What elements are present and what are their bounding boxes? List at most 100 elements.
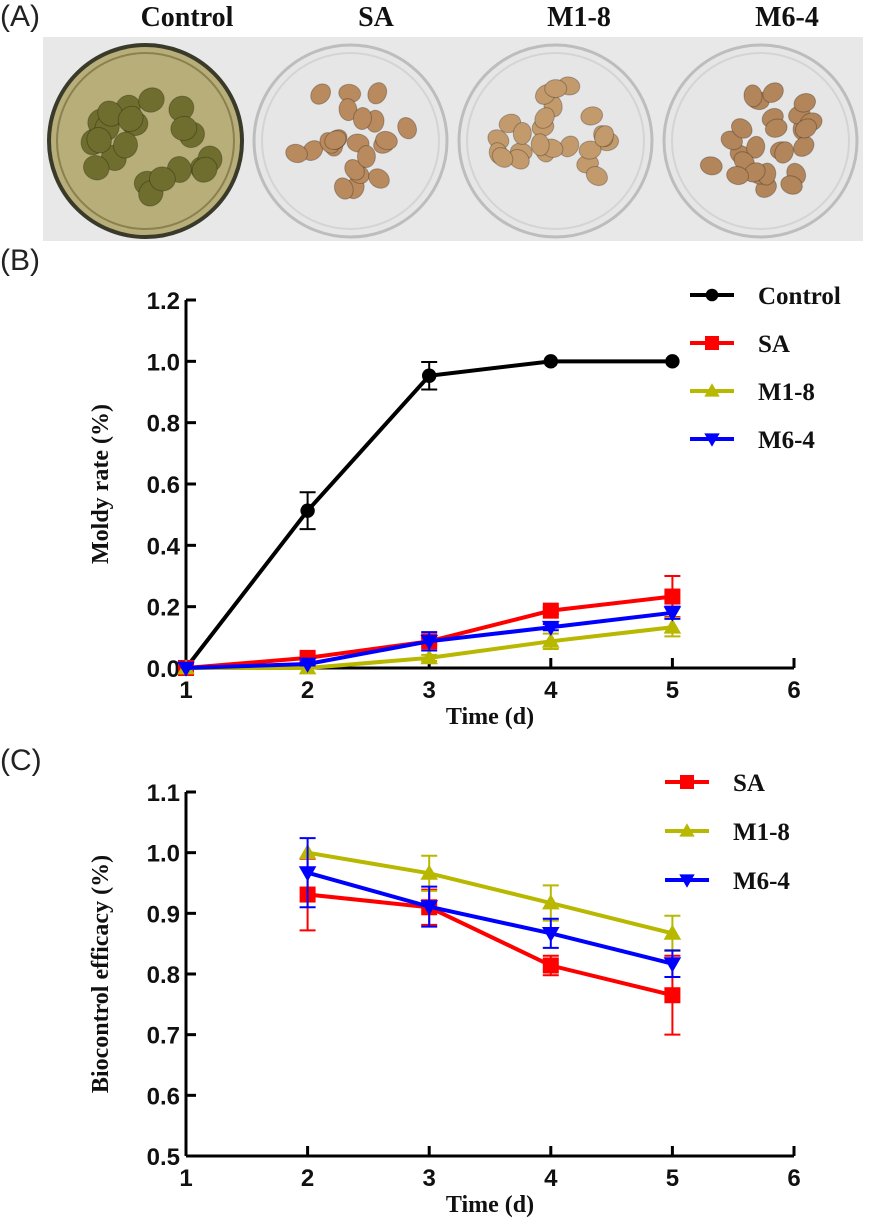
- data-point-marker: [420, 900, 438, 916]
- x-tick-label: 5: [666, 1165, 679, 1192]
- x-tick-label: 4: [544, 677, 558, 704]
- data-point-marker: [663, 606, 682, 622]
- peanut: [117, 105, 144, 133]
- photo-title-sa: SA: [358, 2, 394, 33]
- x-axis-title: Time (d): [446, 1192, 534, 1218]
- series-control: [178, 354, 680, 676]
- data-point-marker: [542, 602, 559, 619]
- peanut: [368, 168, 390, 189]
- data-point-marker: [704, 433, 720, 447]
- data-point-marker: [298, 866, 317, 882]
- data-point-marker: [679, 823, 695, 837]
- data-point-marker: [300, 503, 315, 518]
- x-tick-label: 2: [301, 677, 314, 704]
- peanut: [367, 82, 388, 105]
- legend-item-m6-4: M6-4: [690, 427, 815, 454]
- y-tick-label: 0.0: [147, 656, 180, 683]
- data-point-marker: [542, 632, 560, 648]
- data-point-marker: [663, 957, 682, 973]
- legend-item-m1-8: M1-8: [665, 819, 790, 846]
- legend-label: M6-4: [758, 427, 815, 454]
- data-point-marker: [663, 924, 682, 940]
- x-axis-title: Time (d): [446, 704, 534, 730]
- photo-title-m6-4: M6-4: [755, 2, 819, 33]
- peanut: [793, 136, 815, 157]
- y-tick-label: 1.2: [147, 288, 180, 315]
- petri-dish-rim: [671, 52, 850, 230]
- petri-dish-rim: [56, 52, 235, 230]
- data-point-marker: [422, 368, 437, 383]
- peanut: [512, 121, 532, 145]
- y-axis-title: Moldy rate (%): [88, 404, 114, 564]
- y-tick-label: 0.6: [147, 472, 180, 499]
- peanut: [285, 143, 308, 164]
- legend-item-sa: SA: [690, 331, 790, 358]
- y-tick-label: 1.1: [147, 780, 180, 807]
- legend-label: M1-8: [758, 379, 815, 406]
- data-point-marker: [679, 874, 695, 888]
- peanut: [585, 166, 608, 187]
- y-tick-label: 0.5: [147, 1144, 180, 1171]
- peanut: [764, 118, 788, 138]
- data-point-marker: [542, 620, 560, 637]
- peanut: [333, 177, 354, 200]
- data-point-marker: [704, 383, 720, 397]
- legend-item-sa: SA: [665, 770, 765, 797]
- peanut: [324, 130, 347, 150]
- x-tick-label: 3: [423, 677, 436, 704]
- legend-label: M6-4: [733, 868, 790, 895]
- y-tick-label: 1.0: [147, 349, 180, 376]
- data-point-marker: [542, 957, 559, 974]
- x-tick-label: 1: [179, 677, 192, 704]
- x-tick-label: 2: [301, 1165, 314, 1192]
- series-line: [307, 892, 673, 998]
- petri-dish: [47, 43, 244, 239]
- data-point-marker: [705, 336, 719, 350]
- y-tick-label: 0.4: [147, 533, 181, 560]
- data-point-marker: [298, 657, 317, 673]
- legend: Control SA M1-8 M6-4: [690, 283, 841, 454]
- peanut: [112, 131, 139, 159]
- data-point-marker: [543, 354, 558, 369]
- legend-label: Control: [758, 283, 841, 310]
- y-tick-label: 0.8: [147, 411, 180, 438]
- legend-label: M1-8: [733, 819, 790, 846]
- series-m1-8: [298, 843, 682, 952]
- data-point-marker: [542, 894, 560, 910]
- peanut: [774, 141, 794, 164]
- peanut: [170, 115, 198, 142]
- peanut: [743, 84, 763, 108]
- x-tick-label: 1: [179, 1165, 192, 1192]
- x-tick-label: 5: [666, 677, 679, 704]
- y-tick-label: 0.7: [147, 1023, 180, 1050]
- y-tick-label: 1.0: [147, 841, 180, 868]
- peanut: [580, 106, 604, 126]
- y-tick-label: 0.2: [147, 595, 180, 622]
- data-point-marker: [420, 864, 438, 880]
- series-m1-8: [177, 617, 682, 675]
- peanut: [310, 83, 332, 105]
- peanut: [746, 135, 766, 159]
- peanut: [793, 93, 817, 113]
- data-point-marker: [663, 618, 682, 634]
- legend-item-m6-4: M6-4: [665, 868, 790, 895]
- panel-label-a: (A): [0, 0, 40, 33]
- photo-strip: [43, 37, 863, 241]
- peanut: [594, 125, 615, 148]
- data-point-marker: [542, 926, 560, 943]
- photo-title-m1-8: M1-8: [547, 2, 611, 33]
- peanut: [530, 133, 550, 157]
- peanut: [780, 175, 803, 195]
- petri-dish-rim: [466, 52, 645, 230]
- series-line: [307, 870, 673, 966]
- series-m6-4: [298, 837, 682, 979]
- peanut: [356, 145, 376, 169]
- panel-label-b: (B): [0, 244, 40, 277]
- peanut: [794, 118, 818, 139]
- peanut: [338, 98, 358, 122]
- peanut: [699, 156, 723, 176]
- peanut: [191, 156, 218, 183]
- legend: SA M1-8 M6-4: [665, 770, 790, 895]
- legend-label: SA: [733, 770, 765, 797]
- peanut: [578, 140, 602, 160]
